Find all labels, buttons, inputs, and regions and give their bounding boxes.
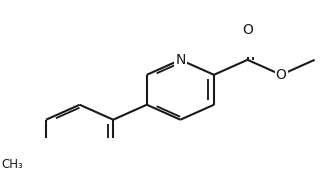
Text: N: N bbox=[175, 53, 186, 67]
Text: CH₃: CH₃ bbox=[2, 158, 23, 171]
Text: O: O bbox=[276, 68, 286, 82]
Text: O: O bbox=[242, 23, 253, 37]
